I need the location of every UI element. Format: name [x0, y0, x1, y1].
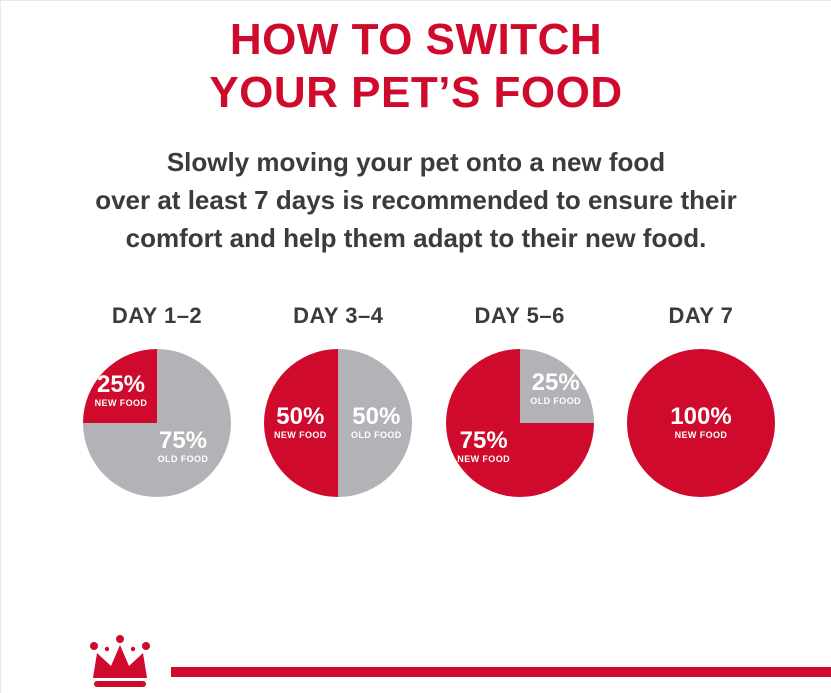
- pie-chart-day-7: 100% NEW FOOD: [626, 349, 775, 497]
- day-3-4-label: DAY 3–4: [293, 303, 384, 328]
- day-1-2-column: DAY 1–2 25% NEW FOOD 75% OLD FOOD: [69, 303, 245, 497]
- new-food-slice-label: 50% NEW FOOD: [260, 403, 340, 441]
- old-food-percent: 50%: [352, 403, 401, 430]
- new-food-percent: 25%: [96, 371, 146, 398]
- old-food-caption: OLD FOOD: [350, 430, 402, 440]
- title-line-1: HOW TO SWITCH: [229, 15, 603, 64]
- new-food-caption: NEW FOOD: [674, 430, 728, 440]
- new-food-caption: NEW FOOD: [457, 454, 510, 464]
- page-subtitle: Slowly moving your pet onto a new food o…: [1, 143, 831, 257]
- day-1-2-label: DAY 1–2: [111, 303, 203, 328]
- new-food-slice-label: 25% NEW FOOD: [81, 371, 161, 409]
- old-food-percent: 25%: [531, 369, 580, 396]
- new-food-caption: NEW FOOD: [94, 398, 148, 408]
- pie-chart-day-5-6: 75% NEW FOOD 25% OLD FOOD: [444, 349, 596, 497]
- day-7-label: DAY 7: [668, 303, 734, 328]
- new-food-percent: 75%: [459, 427, 508, 454]
- pie-charts-row: DAY 1–2 25% NEW FOOD 75% OLD FOOD DAY 3–…: [1, 303, 831, 497]
- title-line-2: YOUR PET’S FOOD: [209, 68, 623, 117]
- footer: [1, 627, 831, 693]
- new-food-slice-label: 75% NEW FOOD: [444, 427, 524, 465]
- subtitle-line-1: Slowly moving your pet onto a new food: [166, 147, 666, 177]
- old-food-percent: 75%: [158, 427, 208, 454]
- old-food-caption: OLD FOOD: [157, 454, 209, 464]
- day-7-column: DAY 7 100% NEW FOOD: [613, 303, 789, 497]
- page-title: HOW TO SWITCH YOUR PET’S FOOD: [1, 1, 831, 119]
- old-food-caption: OLD FOOD: [530, 396, 581, 406]
- pie-chart-day-3-4: 50% NEW FOOD 50% OLD FOOD: [264, 349, 413, 497]
- new-food-slice-label: 100% NEW FOOD: [661, 403, 741, 441]
- new-food-caption: NEW FOOD: [273, 430, 327, 440]
- pie-chart-day-1-2: 25% NEW FOOD 75% OLD FOOD: [83, 349, 231, 497]
- new-food-percent: 100%: [670, 403, 732, 430]
- new-food-percent: 50%: [276, 403, 325, 430]
- old-food-slice-label: 75% OLD FOOD: [143, 427, 223, 465]
- subtitle-line-2: over at least 7 days is recommended to e…: [95, 185, 737, 215]
- footer-red-bar: [171, 667, 831, 677]
- old-food-slice-label: 50% OLD FOOD: [336, 403, 416, 441]
- subtitle-line-3: comfort and help them adapt to their new…: [125, 223, 707, 253]
- day-5-6-column: DAY 5–6 75% NEW FOOD 25% OLD FOOD: [432, 303, 608, 497]
- day-3-4-column: DAY 3–4 50% NEW FOOD 50% OLD FOOD: [250, 303, 426, 497]
- royal-canin-crown-icon: [83, 633, 157, 689]
- day-5-6-label: DAY 5–6: [474, 303, 565, 328]
- old-food-slice-label: 25% OLD FOOD: [516, 369, 596, 407]
